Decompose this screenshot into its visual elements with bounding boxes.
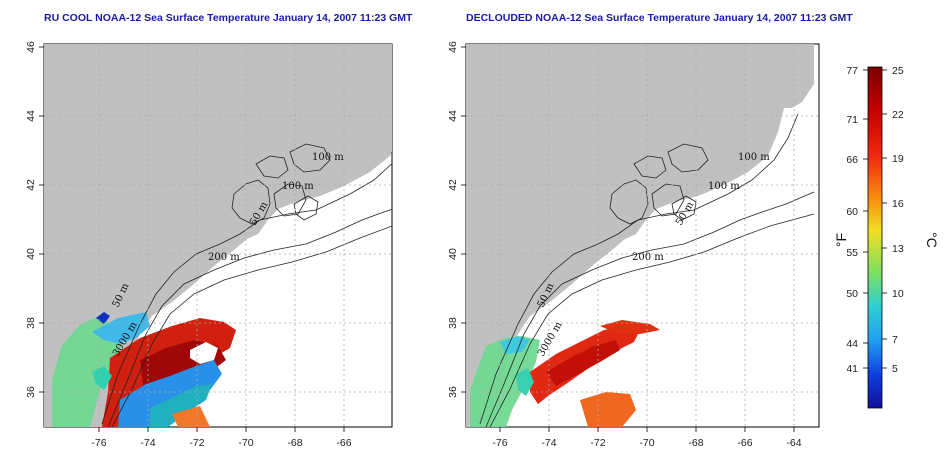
contour-label: 100 m [312, 152, 344, 163]
celsius-label: °C [924, 232, 940, 248]
y-tick-label: 38 [447, 317, 459, 329]
y-tick-label: 46 [447, 41, 459, 53]
x-tick-label: -66 [336, 437, 351, 449]
x-tick-label: -70 [238, 437, 253, 449]
x-tick-label: -70 [639, 437, 654, 449]
colorbar-gradient [867, 66, 883, 409]
colorbar-c-tick-label: 13 [892, 243, 904, 255]
colorbar-f-tick-label: 66 [846, 154, 858, 166]
x-tick-label: -76 [91, 437, 106, 449]
y-tick-label: 46 [25, 41, 37, 53]
right-panel-title: DECLOUDED NOAA-12 Sea Surface Temperatur… [466, 12, 853, 24]
colorbar-c-tick-label: 7 [892, 334, 898, 346]
colorbar-c-tick-label: 16 [892, 198, 904, 210]
y-tick-label: 38 [25, 317, 37, 329]
x-tick-label: -72 [189, 437, 204, 449]
right-grid [466, 44, 819, 427]
fahrenheit-label: °F [833, 233, 849, 247]
contour-label: 100 m [738, 152, 770, 163]
x-tick-label: -68 [688, 437, 703, 449]
colorbar-f-tick-label: 77 [846, 65, 858, 77]
y-tick-label: 44 [447, 110, 459, 122]
x-tick-label: -66 [737, 437, 752, 449]
colorbar-f-tick-label: 60 [846, 206, 858, 218]
colorbar-f-tick-label: 44 [846, 338, 858, 350]
y-tick-label: 42 [25, 179, 37, 191]
left-panel-title: RU COOL NOAA-12 Sea Surface Temperature … [44, 12, 413, 24]
x-tick-label: -76 [492, 437, 507, 449]
colorbar-c-tick-label: 19 [892, 153, 904, 165]
y-tick-label: 40 [447, 248, 459, 260]
colorbar: 77 71 66 60 55 50 44 41 25 22 19 16 13 10 7 5 °F °C [833, 65, 940, 409]
x-tick-label: -68 [287, 437, 302, 449]
contour-label: 100 m [708, 181, 740, 192]
contour-label: 200 m [632, 252, 664, 263]
colorbar-c-tick-label: 25 [892, 65, 904, 77]
colorbar-f-tick-label: 55 [846, 247, 858, 259]
colorbar-c-tick-label: 22 [892, 109, 904, 121]
colorbar-f-tick-label: 50 [846, 288, 858, 300]
contour-label: 100 m [282, 181, 314, 192]
x-tick-label: -74 [140, 437, 155, 449]
x-tick-label: -64 [786, 437, 801, 449]
left-map-panel: 100 m 100 m 50 m 200 m 50 m 3000 m [43, 43, 393, 428]
left-sst-field [52, 312, 236, 427]
y-tick-label: 44 [25, 110, 37, 122]
colorbar-ticks: 77 71 66 60 55 50 44 41 25 22 19 16 13 10 7 5 [846, 65, 904, 375]
contour-label: 200 m [208, 252, 240, 263]
y-tick-label: 40 [25, 248, 37, 260]
right-sst-field [470, 320, 660, 427]
colorbar-c-tick-label: 10 [892, 288, 904, 300]
colorbar-f-tick-label: 71 [846, 114, 858, 126]
axis-ticks-layer: -76 -74 -72 -70 -68 -66 36 38 40 42 44 46 -76 -74 -72 -… [25, 41, 802, 449]
x-tick-label: -72 [590, 437, 605, 449]
y-tick-label: 36 [25, 386, 37, 398]
y-tick-label: 36 [447, 386, 459, 398]
right-map-panel: 100 m 100 m 50 m 200 m 50 m 3000 m [465, 43, 820, 428]
left-grid [44, 44, 392, 427]
colorbar-c-tick-label: 5 [892, 363, 898, 375]
y-tick-label: 42 [447, 179, 459, 191]
x-tick-label: -74 [541, 437, 556, 449]
colorbar-f-tick-label: 41 [846, 363, 858, 375]
